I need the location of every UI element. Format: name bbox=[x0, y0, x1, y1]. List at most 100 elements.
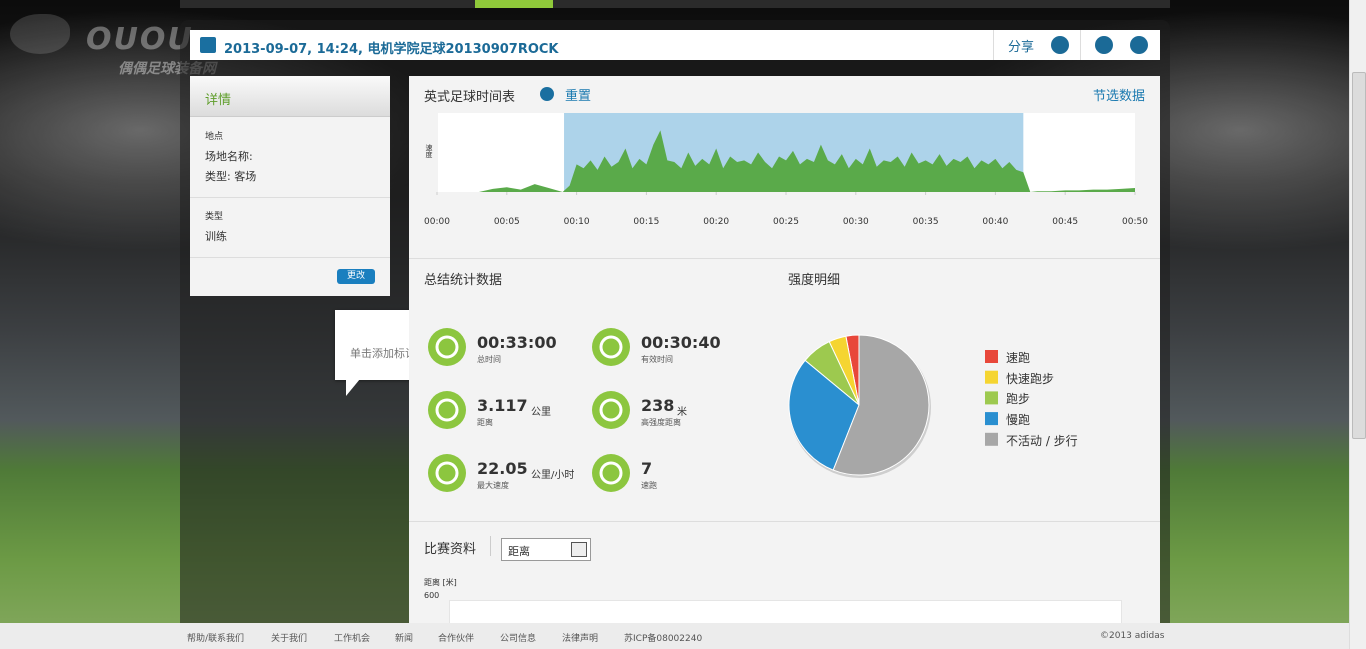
scrollbar[interactable] bbox=[1349, 0, 1366, 649]
dropdown-arrow[interactable] bbox=[571, 542, 587, 557]
footer: 帮助/联系我们 关于我们 工作机会 新闻 合作伙伴 公司信息 法律声明 苏ICP备080022… bbox=[0, 623, 1349, 649]
stat-icon bbox=[592, 328, 630, 366]
tooltip-pointer bbox=[346, 379, 360, 396]
print-icon[interactable] bbox=[1095, 36, 1113, 54]
divider bbox=[190, 257, 390, 258]
legend-swatch bbox=[985, 432, 998, 446]
venue-type: 类型: 客场 bbox=[205, 170, 257, 183]
stat-icon bbox=[592, 454, 630, 492]
footer-link[interactable]: 工作机会 bbox=[334, 634, 371, 644]
reset-button[interactable]: 重置 bbox=[565, 89, 592, 104]
stat-icon-glyph bbox=[435, 335, 459, 359]
footer-link[interactable]: 关于我们 bbox=[271, 634, 308, 644]
stat-unit: 米 bbox=[677, 407, 687, 418]
x-tick-label: 00:10 bbox=[564, 217, 590, 227]
pie-slice bbox=[788, 359, 860, 471]
category-label: 类型 bbox=[205, 212, 224, 222]
divider bbox=[993, 30, 994, 60]
edit-button[interactable]: 更改 bbox=[337, 269, 375, 284]
stat-icon bbox=[592, 391, 630, 429]
x-tick-label: 00:30 bbox=[843, 217, 869, 227]
stat-label: 距离 bbox=[477, 418, 493, 427]
divider bbox=[409, 258, 1160, 259]
stat-value: 7 bbox=[641, 459, 653, 478]
select-data-button[interactable]: 节选数据 bbox=[1093, 89, 1146, 104]
legend-label: 跑步 bbox=[1006, 392, 1031, 407]
x-tick-label: 00:35 bbox=[913, 217, 939, 227]
legend-swatch bbox=[985, 391, 998, 405]
match-y-top: 600 bbox=[424, 591, 440, 600]
stat-icon-glyph bbox=[435, 398, 459, 422]
stat-icon bbox=[428, 454, 466, 492]
category-value: 训练 bbox=[205, 230, 227, 243]
stat-icon-glyph bbox=[599, 461, 623, 485]
header-bar: 2013-09-07, 14:24, 电机学院足球20130907ROCK 分享 bbox=[190, 30, 1160, 60]
active-tab[interactable] bbox=[475, 0, 553, 8]
x-tick-label: 00:45 bbox=[1052, 217, 1078, 227]
legend-swatch bbox=[985, 370, 998, 384]
x-tick-label: 00:50 bbox=[1122, 217, 1148, 227]
details-title: 详情 bbox=[205, 93, 232, 108]
divider bbox=[409, 521, 1160, 522]
delete-icon[interactable] bbox=[1130, 36, 1148, 54]
legend-label: 速跑 bbox=[1006, 351, 1031, 365]
summary-title: 总结统计数据 bbox=[424, 273, 503, 288]
legend-label: 慢跑 bbox=[1006, 413, 1031, 428]
legend-label: 不活动 / 步行 bbox=[1006, 433, 1078, 448]
footer-link[interactable]: 公司信息 bbox=[500, 634, 537, 644]
tooltip-text: 单击添加标记 bbox=[350, 347, 416, 360]
legend-swatch bbox=[985, 412, 998, 426]
footer-link[interactable]: 合作伙伴 bbox=[438, 634, 475, 644]
location-label: 地点 bbox=[205, 132, 224, 142]
stat-label: 高强度距离 bbox=[641, 418, 681, 427]
legend-label: 快速跑步 bbox=[1006, 371, 1055, 386]
stat-value: 22.05 bbox=[477, 459, 528, 478]
stat-icon bbox=[428, 328, 466, 366]
footer-link[interactable]: 苏ICP备08002240 bbox=[624, 634, 703, 644]
header-title: 2013-09-07, 14:24, 电机学院足球20130907ROCK bbox=[224, 42, 559, 57]
logo-shape bbox=[10, 14, 70, 54]
stat-icon-glyph bbox=[435, 461, 459, 485]
footer-link[interactable]: 法律声明 bbox=[562, 634, 599, 644]
share-button[interactable]: 分享 bbox=[1008, 40, 1035, 55]
match-title: 比赛资料 bbox=[424, 542, 477, 557]
top-nav bbox=[180, 0, 1170, 8]
speed-area bbox=[437, 130, 1135, 192]
scroll-thumb[interactable] bbox=[1352, 72, 1366, 439]
footer-link[interactable]: 帮助/联系我们 bbox=[187, 634, 245, 644]
match-chart-area bbox=[449, 600, 1122, 624]
footer-link[interactable]: 新闻 bbox=[395, 634, 414, 644]
stat-value: 00:30:40 bbox=[641, 333, 721, 352]
x-tick-label: 00:25 bbox=[773, 217, 799, 227]
divider bbox=[1080, 30, 1081, 60]
stat-icon bbox=[428, 391, 466, 429]
metric-select[interactable]: 距离 bbox=[501, 538, 591, 561]
x-tick-label: 00:20 bbox=[703, 217, 729, 227]
stat-icon-glyph bbox=[599, 398, 623, 422]
stat-unit: 公里 bbox=[531, 407, 551, 418]
stat-value: 238 bbox=[641, 396, 675, 415]
x-tick-label: 00:05 bbox=[494, 217, 520, 227]
stat-value: 00:33:00 bbox=[477, 333, 557, 352]
copyright: ©2013 adidas bbox=[1100, 631, 1165, 641]
metric-select-value: 距离 bbox=[508, 545, 530, 558]
stat-label: 有效时间 bbox=[641, 355, 673, 364]
intensity-title: 强度明细 bbox=[788, 273, 841, 288]
stat-label: 速跑 bbox=[641, 481, 657, 490]
stat-unit: 公里/小时 bbox=[531, 470, 575, 481]
help-icon[interactable] bbox=[540, 87, 554, 101]
share-icon[interactable] bbox=[1051, 36, 1069, 54]
details-panel: 详情 地点 场地名称: 类型: 客场 类型 训练 更改 bbox=[190, 76, 390, 296]
x-tick-label: 00:00 bbox=[424, 217, 450, 227]
divider bbox=[190, 197, 390, 198]
stat-icon-glyph bbox=[599, 335, 623, 359]
details-header bbox=[190, 76, 390, 117]
stat-label: 总时间 bbox=[477, 355, 501, 364]
venue-name: 场地名称: bbox=[205, 150, 253, 163]
timeline-y-label: 速度 bbox=[425, 144, 433, 158]
stat-label: 最大速度 bbox=[477, 481, 509, 490]
match-y-label: 距离 [米] bbox=[424, 578, 457, 587]
